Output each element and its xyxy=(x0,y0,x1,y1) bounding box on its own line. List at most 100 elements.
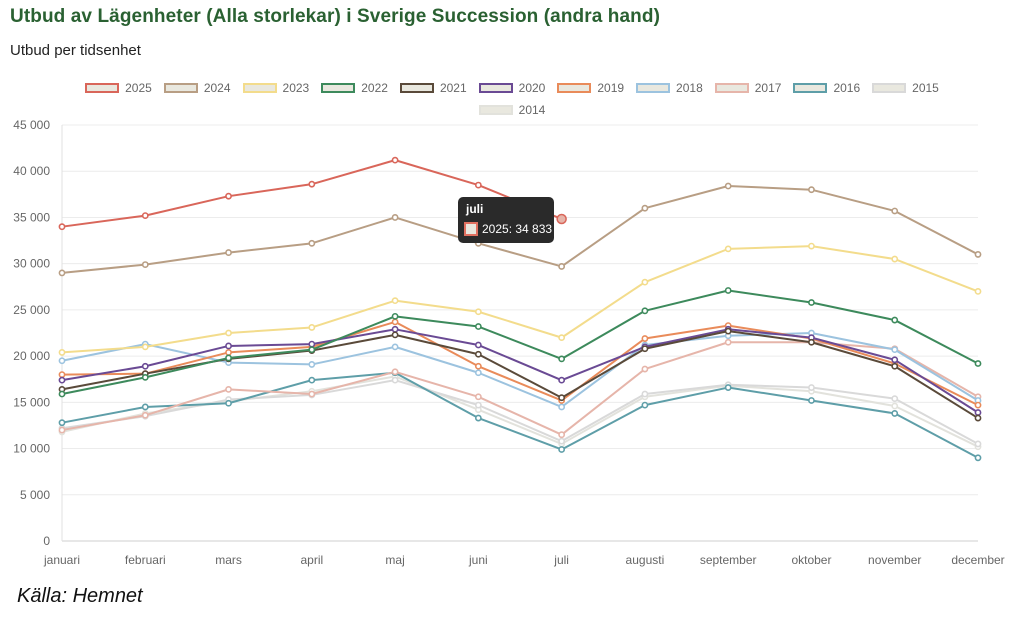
data-point-2015 xyxy=(558,437,566,445)
legend-swatch xyxy=(163,83,198,93)
data-point-2016 xyxy=(141,403,149,411)
series-line-2019 xyxy=(61,320,979,407)
legend-label: 2015 xyxy=(912,81,939,95)
legend-label: 2020 xyxy=(518,81,546,95)
data-point-2016 xyxy=(558,446,566,453)
data-point-2017 xyxy=(474,393,482,401)
legend-label: 2025 xyxy=(125,81,152,95)
data-point-2023 xyxy=(391,297,399,305)
x-tick-label: oktober xyxy=(791,553,831,567)
data-point-2019 xyxy=(974,401,982,409)
data-point-2014 xyxy=(891,402,899,410)
data-point-2015 xyxy=(891,395,899,403)
data-point-2024 xyxy=(58,269,66,277)
data-point-2024 xyxy=(225,249,232,256)
legend-label: 2017 xyxy=(754,81,782,95)
data-point-2015 xyxy=(974,440,982,448)
data-point-2024 xyxy=(808,186,815,194)
legend-item-2020[interactable]: 2020 xyxy=(478,77,546,99)
legend-item-2025[interactable]: 2025 xyxy=(85,77,152,99)
data-point-2023 xyxy=(58,349,66,356)
data-point-2022 xyxy=(724,287,732,294)
data-point-2022 xyxy=(558,355,566,363)
data-point-2021 xyxy=(474,350,482,358)
data-point-2025 xyxy=(141,212,149,219)
data-point-2024 xyxy=(141,261,149,268)
data-point-2020 xyxy=(391,325,399,333)
data-point-2020 xyxy=(891,356,899,364)
data-point-2020 xyxy=(474,341,482,349)
data-point-2022 xyxy=(891,316,899,324)
data-point-2022 xyxy=(225,354,232,362)
data-point-2016 xyxy=(225,399,232,407)
data-point-2023 xyxy=(141,343,149,351)
data-point-2025 xyxy=(391,156,399,164)
x-tick-label: maj xyxy=(385,553,404,567)
data-point-2023 xyxy=(641,278,649,286)
legend-swatch xyxy=(242,83,277,93)
data-point-2023 xyxy=(225,329,232,337)
legend-item-2016[interactable]: 2016 xyxy=(793,77,860,99)
y-tick-label: 35 000 xyxy=(13,210,50,224)
data-point-2023 xyxy=(724,245,732,253)
legend-swatch xyxy=(478,105,513,115)
legend-row: 2025 2024 2023 2022 2021 2020 2019 2018 2017 2016… xyxy=(0,77,1024,99)
data-point-2015 xyxy=(474,401,482,409)
data-point-2019 xyxy=(58,371,66,378)
legend-item-2024[interactable]: 2024 xyxy=(163,77,231,99)
legend-label: 2019 xyxy=(597,81,625,95)
series-line-2022 xyxy=(61,289,979,395)
data-point-2020 xyxy=(225,342,232,350)
data-point-2021 xyxy=(974,414,982,422)
data-point-2019 xyxy=(474,362,482,370)
legend-item-2021[interactable]: 2021 xyxy=(399,77,467,99)
data-point-2021 xyxy=(391,331,399,339)
legend-item-2018[interactable]: 2018 xyxy=(636,77,703,99)
legend-item-2019[interactable]: 2019 xyxy=(557,77,624,99)
legend-item-2023[interactable]: 2023 xyxy=(242,77,309,99)
data-point-2024 xyxy=(308,239,316,247)
data-point-2022 xyxy=(308,346,316,354)
data-point-2017 xyxy=(141,411,149,419)
legend: 2025 2024 2023 2022 2021 2020 2019 2018 2017 2016… xyxy=(0,77,1024,121)
legend-swatch xyxy=(399,83,434,93)
legend-swatch xyxy=(714,83,749,93)
legend-label: 2014 xyxy=(518,103,546,117)
x-tick-label: april xyxy=(300,553,323,567)
data-point-2019 xyxy=(391,318,399,326)
legend-item-2022[interactable]: 2022 xyxy=(321,77,388,99)
data-point-2023 xyxy=(474,308,482,316)
data-point-2016 xyxy=(308,376,316,384)
legend-item-2015[interactable]: 2015 xyxy=(872,77,939,99)
data-point-2022 xyxy=(641,307,649,315)
data-point-2017 xyxy=(724,338,732,346)
chart-title: Utbud av Lägenheter (Alla storlekar) i S… xyxy=(10,6,661,27)
data-point-2023 xyxy=(808,242,815,250)
data-point-2023 xyxy=(891,255,899,263)
series-line-2020 xyxy=(61,328,979,414)
data-point-2017 xyxy=(225,385,232,393)
data-point-2018 xyxy=(391,343,399,351)
data-point-2024 xyxy=(558,263,566,270)
data-point-2017 xyxy=(391,368,399,376)
data-point-2019 xyxy=(641,335,649,342)
data-point-2016 xyxy=(641,401,649,409)
data-point-2017 xyxy=(308,390,316,398)
legend-label: 2021 xyxy=(439,81,467,95)
data-point-2020 xyxy=(141,362,149,370)
data-point-2015 xyxy=(641,390,649,398)
data-point-2022 xyxy=(58,390,66,398)
x-tick-label: juni xyxy=(468,553,488,567)
legend-swatch xyxy=(872,83,907,93)
source-label: Källa: Hemnet xyxy=(17,585,143,607)
x-tick-label: juli xyxy=(553,553,569,567)
data-point-2021 xyxy=(558,394,566,402)
y-tick-label: 20 000 xyxy=(13,349,50,363)
data-point-2020 xyxy=(974,409,982,416)
legend-item-2017[interactable]: 2017 xyxy=(714,77,782,99)
data-point-2021 xyxy=(891,362,899,370)
legend-label: 2024 xyxy=(203,81,231,95)
data-point-2023 xyxy=(308,324,316,331)
legend-item-2014[interactable]: 2014 xyxy=(478,99,546,121)
